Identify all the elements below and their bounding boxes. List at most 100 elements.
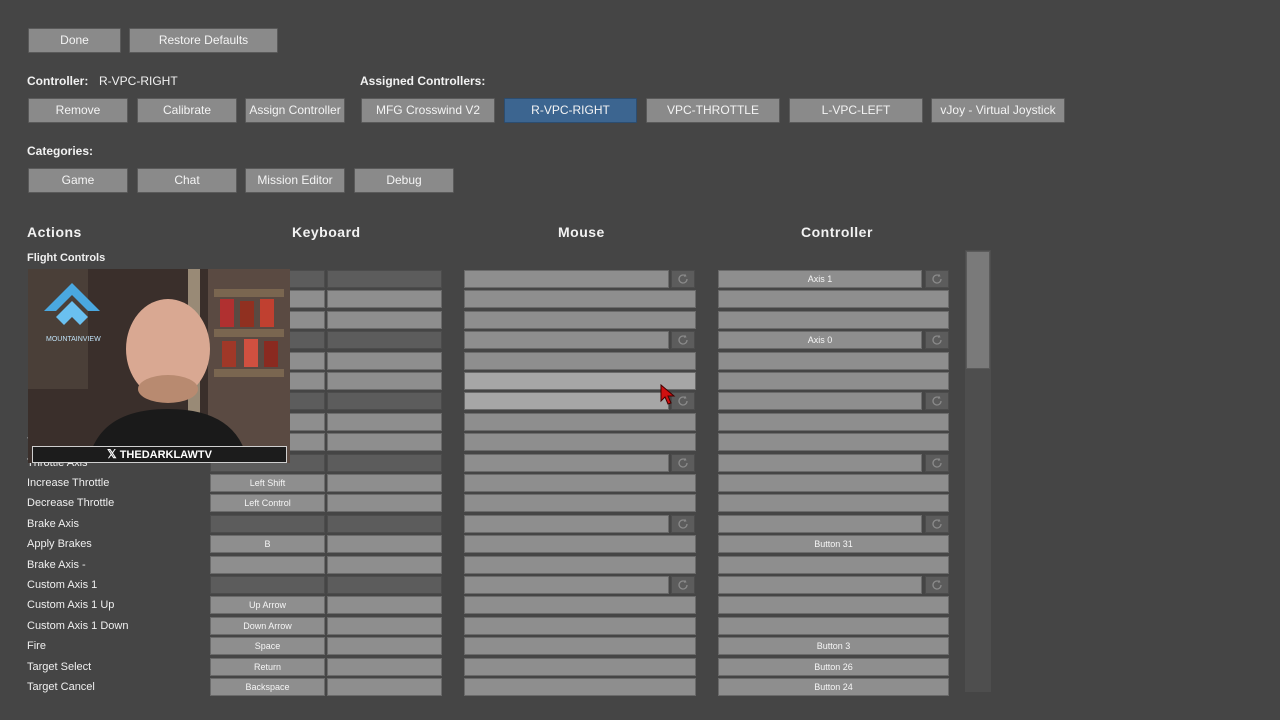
keyboard-binding-secondary[interactable] <box>327 351 442 370</box>
keyboard-binding-primary[interactable]: Backspace <box>210 678 325 696</box>
reset-binding-button[interactable] <box>671 270 695 288</box>
keyboard-binding-primary[interactable] <box>210 576 325 594</box>
controller-binding[interactable]: Axis 0 <box>718 331 922 350</box>
mouse-binding[interactable] <box>464 310 696 329</box>
keyboard-binding-primary[interactable] <box>210 555 325 574</box>
reset-binding-button[interactable] <box>671 331 695 350</box>
reset-binding-button[interactable] <box>671 392 695 411</box>
controller-binding[interactable] <box>718 290 949 309</box>
reset-binding-button[interactable] <box>671 576 695 594</box>
keyboard-binding-secondary[interactable] <box>327 535 442 554</box>
mouse-binding[interactable] <box>464 270 669 288</box>
category-mission-editor-tab[interactable]: Mission Editor <box>245 168 345 193</box>
assigned-controller-button[interactable]: R-VPC-RIGHT <box>504 98 637 123</box>
keyboard-binding-primary[interactable]: Return <box>210 657 325 676</box>
category-debug-tab[interactable]: Debug <box>354 168 454 193</box>
category-game-tab[interactable]: Game <box>28 168 128 193</box>
controller-binding[interactable]: Axis 1 <box>718 270 922 288</box>
reset-binding-button[interactable] <box>925 453 949 472</box>
reset-binding-button[interactable] <box>925 270 949 288</box>
calibrate-button[interactable]: Calibrate <box>137 98 237 123</box>
keyboard-binding-secondary[interactable] <box>327 310 442 329</box>
controller-binding[interactable] <box>718 555 949 574</box>
keyboard-binding-secondary[interactable] <box>327 657 442 676</box>
keyboard-binding-secondary[interactable] <box>327 514 442 533</box>
keyboard-binding-primary[interactable]: Up Arrow <box>210 596 325 615</box>
mouse-binding[interactable] <box>464 474 696 492</box>
keyboard-binding-secondary[interactable] <box>327 372 442 390</box>
controller-binding[interactable] <box>718 596 949 615</box>
keyboard-binding-primary[interactable]: Space <box>210 637 325 656</box>
keyboard-binding-secondary[interactable] <box>327 637 442 656</box>
reset-binding-button[interactable] <box>925 576 949 594</box>
mouse-binding[interactable] <box>464 657 696 676</box>
keyboard-binding-secondary[interactable] <box>327 555 442 574</box>
remove-button[interactable]: Remove <box>28 98 128 123</box>
keyboard-binding-secondary[interactable] <box>327 596 442 615</box>
assigned-controller-button[interactable]: VPC-THROTTLE <box>646 98 780 123</box>
reset-binding-button[interactable] <box>671 514 695 533</box>
reset-binding-button[interactable] <box>925 331 949 350</box>
controller-binding[interactable] <box>718 392 922 411</box>
mouse-binding[interactable] <box>464 331 669 350</box>
controller-binding[interactable] <box>718 412 949 431</box>
mouse-binding[interactable] <box>464 392 669 411</box>
controller-binding[interactable] <box>718 453 922 472</box>
keyboard-binding-secondary[interactable] <box>327 290 442 309</box>
controller-binding[interactable] <box>718 433 949 452</box>
keyboard-binding-secondary[interactable] <box>327 678 442 696</box>
mouse-binding[interactable] <box>464 372 696 390</box>
controller-binding[interactable] <box>718 474 949 492</box>
keyboard-binding-secondary[interactable] <box>327 433 442 452</box>
mouse-binding[interactable] <box>464 637 696 656</box>
mouse-binding[interactable] <box>464 351 696 370</box>
mouse-binding[interactable] <box>464 412 696 431</box>
controller-binding[interactable] <box>718 372 949 390</box>
keyboard-binding-secondary[interactable] <box>327 453 442 472</box>
keyboard-binding-primary[interactable]: Left Shift <box>210 474 325 492</box>
mouse-binding[interactable] <box>464 453 669 472</box>
mouse-binding[interactable] <box>464 535 696 554</box>
mouse-binding[interactable] <box>464 678 696 696</box>
assign-controller-button[interactable]: Assign Controller <box>245 98 345 123</box>
assigned-controller-button[interactable]: L-VPC-LEFT <box>789 98 923 123</box>
assigned-controller-button[interactable]: vJoy - Virtual Joystick <box>931 98 1065 123</box>
keyboard-binding-secondary[interactable] <box>327 392 442 411</box>
keyboard-binding-primary[interactable] <box>210 514 325 533</box>
controller-binding[interactable] <box>718 576 922 594</box>
done-button[interactable]: Done <box>28 28 121 53</box>
scrollbar-thumb[interactable] <box>966 251 990 369</box>
mouse-binding[interactable] <box>464 290 696 309</box>
keyboard-binding-primary[interactable]: Left Control <box>210 494 325 513</box>
keyboard-binding-secondary[interactable] <box>327 616 442 635</box>
controller-binding[interactable]: Button 3 <box>718 637 949 656</box>
reset-binding-button[interactable] <box>925 392 949 411</box>
keyboard-binding-secondary[interactable] <box>327 494 442 513</box>
keyboard-binding-secondary[interactable] <box>327 412 442 431</box>
controller-binding[interactable] <box>718 310 949 329</box>
keyboard-binding-secondary[interactable] <box>327 331 442 350</box>
reset-binding-button[interactable] <box>671 453 695 472</box>
keyboard-binding-primary[interactable]: B <box>210 535 325 554</box>
mouse-binding[interactable] <box>464 555 696 574</box>
assigned-controller-button[interactable]: MFG Crosswind V2 <box>361 98 495 123</box>
reset-binding-button[interactable] <box>925 514 949 533</box>
mouse-binding[interactable] <box>464 514 669 533</box>
mouse-binding[interactable] <box>464 616 696 635</box>
restore-defaults-button[interactable]: Restore Defaults <box>129 28 278 53</box>
category-chat-tab[interactable]: Chat <box>137 168 237 193</box>
controller-binding[interactable] <box>718 616 949 635</box>
mouse-binding[interactable] <box>464 494 696 513</box>
mouse-binding[interactable] <box>464 433 696 452</box>
mouse-binding[interactable] <box>464 576 669 594</box>
keyboard-binding-primary[interactable]: Down Arrow <box>210 616 325 635</box>
controller-binding[interactable]: Button 31 <box>718 535 949 554</box>
mouse-binding[interactable] <box>464 596 696 615</box>
keyboard-binding-secondary[interactable] <box>327 474 442 492</box>
controller-binding[interactable] <box>718 514 922 533</box>
controller-binding[interactable] <box>718 351 949 370</box>
controller-binding[interactable]: Button 26 <box>718 657 949 676</box>
controller-binding[interactable]: Button 24 <box>718 678 949 696</box>
keyboard-binding-secondary[interactable] <box>327 576 442 594</box>
controller-binding[interactable] <box>718 494 949 513</box>
